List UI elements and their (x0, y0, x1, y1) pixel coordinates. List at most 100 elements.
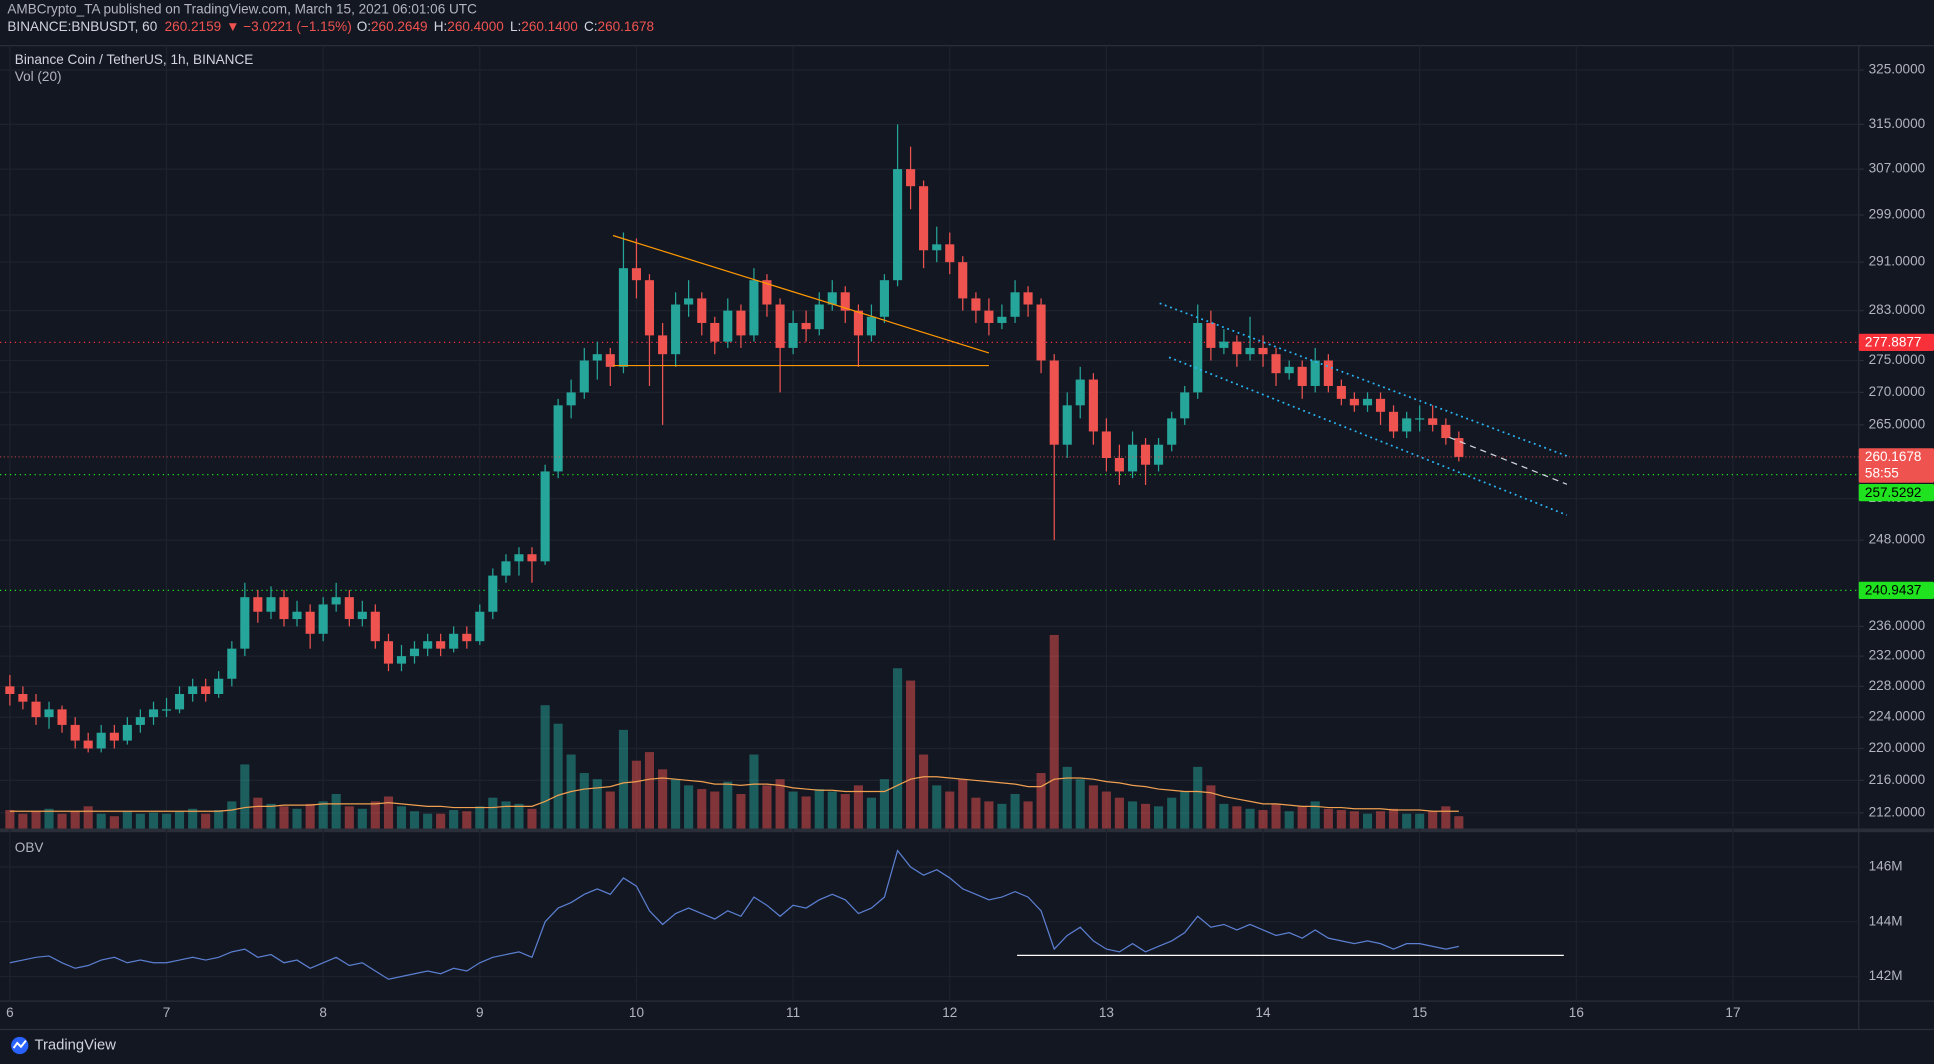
volume-bar (684, 785, 694, 829)
volume-bar (1062, 766, 1072, 829)
volume-bar (188, 808, 198, 829)
volume-bar (1323, 808, 1333, 829)
candle-body (253, 597, 263, 612)
y-tick-label: 265.0000 (1869, 416, 1926, 431)
volume-bar (1310, 801, 1320, 829)
candle-body (723, 310, 733, 342)
volume-bar (370, 801, 380, 829)
candle-body (1297, 366, 1307, 386)
volume-bar (357, 808, 367, 829)
ohlc-value: 260.1400 (521, 19, 578, 34)
volume-bar (671, 779, 681, 829)
volume-bar (70, 811, 80, 829)
candle-body (592, 354, 602, 361)
pane-separator (0, 828, 1934, 833)
volume-bar (1258, 810, 1268, 829)
candle-body (1323, 360, 1333, 386)
volume-bar (1206, 785, 1216, 829)
ohlc-value: 260.1678 (598, 19, 655, 34)
candle-body (984, 310, 994, 323)
volume-bar (462, 811, 472, 829)
volume-bar (57, 813, 67, 829)
volume-bar (1245, 808, 1255, 829)
candle-body (553, 405, 563, 472)
candle-body (514, 554, 524, 562)
candle-body (997, 316, 1007, 323)
volume-bar (305, 803, 315, 829)
volume-bar (201, 813, 211, 829)
volume-bar (214, 810, 224, 829)
candle-body (631, 268, 642, 281)
volume-bar (122, 811, 132, 829)
volume-bar (96, 813, 106, 829)
y-tick-label: 283.0000 (1869, 302, 1926, 317)
candle-body (1375, 398, 1386, 412)
candle-body (801, 322, 811, 330)
candle-body (1075, 379, 1085, 406)
footer-brand: TradingView (35, 1037, 117, 1053)
candle-body (566, 392, 576, 406)
candle-body (671, 304, 681, 355)
candle-body (383, 641, 394, 664)
candle-body (971, 298, 981, 311)
candle-body (122, 724, 132, 741)
price-label-box (1858, 484, 1934, 502)
volume-bar (1232, 806, 1242, 829)
price-label-box (1858, 581, 1934, 599)
volume-bar (788, 791, 798, 829)
volume-bar (919, 754, 929, 829)
volume-legend: Vol (20) (15, 69, 62, 84)
volume-bar (1088, 785, 1098, 829)
volume-bar (540, 705, 550, 829)
volume-bar (161, 813, 172, 829)
volume-bar (240, 764, 250, 829)
candle-body (853, 310, 863, 336)
candle-body (96, 732, 106, 749)
trend-line (1449, 436, 1568, 485)
y-tick-label: 216.0000 (1869, 772, 1926, 787)
candle-body (827, 292, 837, 305)
candle-body (1284, 366, 1294, 374)
y-tick-label: 224.0000 (1869, 709, 1926, 724)
candle-body (1428, 418, 1438, 425)
volume-bar (266, 803, 276, 829)
volume-bar (83, 806, 93, 829)
candle-body (31, 701, 41, 718)
y-tick-label: 236.0000 (1869, 618, 1926, 633)
candle-body (736, 310, 746, 336)
volume-bar (331, 793, 341, 829)
candle-body (18, 694, 28, 702)
trend-line (1168, 356, 1568, 516)
candle-body (788, 322, 798, 348)
candle-body (188, 686, 198, 695)
candle-body (240, 597, 250, 649)
volume-bar (814, 789, 824, 829)
obv-tick-label: 146M (1869, 859, 1903, 874)
candle-body (697, 298, 707, 323)
price-label-box (1858, 448, 1934, 483)
volume-bar (1388, 808, 1399, 829)
legend: Binance Coin / TetherUS, 1h, BINANCE (15, 52, 254, 67)
x-tick-label: 13 (1099, 1005, 1114, 1020)
volume-bar (840, 793, 850, 829)
volume-bar (1428, 811, 1438, 829)
candle-body (292, 611, 302, 620)
price-label: 260.1678 (1865, 449, 1922, 464)
volume-bar (1415, 813, 1425, 829)
candle-body (135, 717, 145, 725)
volume-bar (1010, 793, 1020, 829)
candle-body (305, 611, 315, 634)
volume-bar (449, 810, 459, 829)
candle-body (266, 597, 276, 612)
volume-bar (475, 806, 485, 829)
candle-body (945, 244, 955, 263)
y-tick-label: 248.0000 (1869, 532, 1926, 547)
volume-bar (644, 752, 655, 829)
volume-bar (109, 816, 119, 829)
volume-bar (344, 806, 354, 829)
y-tick-label: 299.0000 (1869, 207, 1926, 222)
x-tick-label: 11 (786, 1005, 800, 1020)
volume-bar (984, 801, 994, 829)
volume-bar (801, 796, 811, 829)
